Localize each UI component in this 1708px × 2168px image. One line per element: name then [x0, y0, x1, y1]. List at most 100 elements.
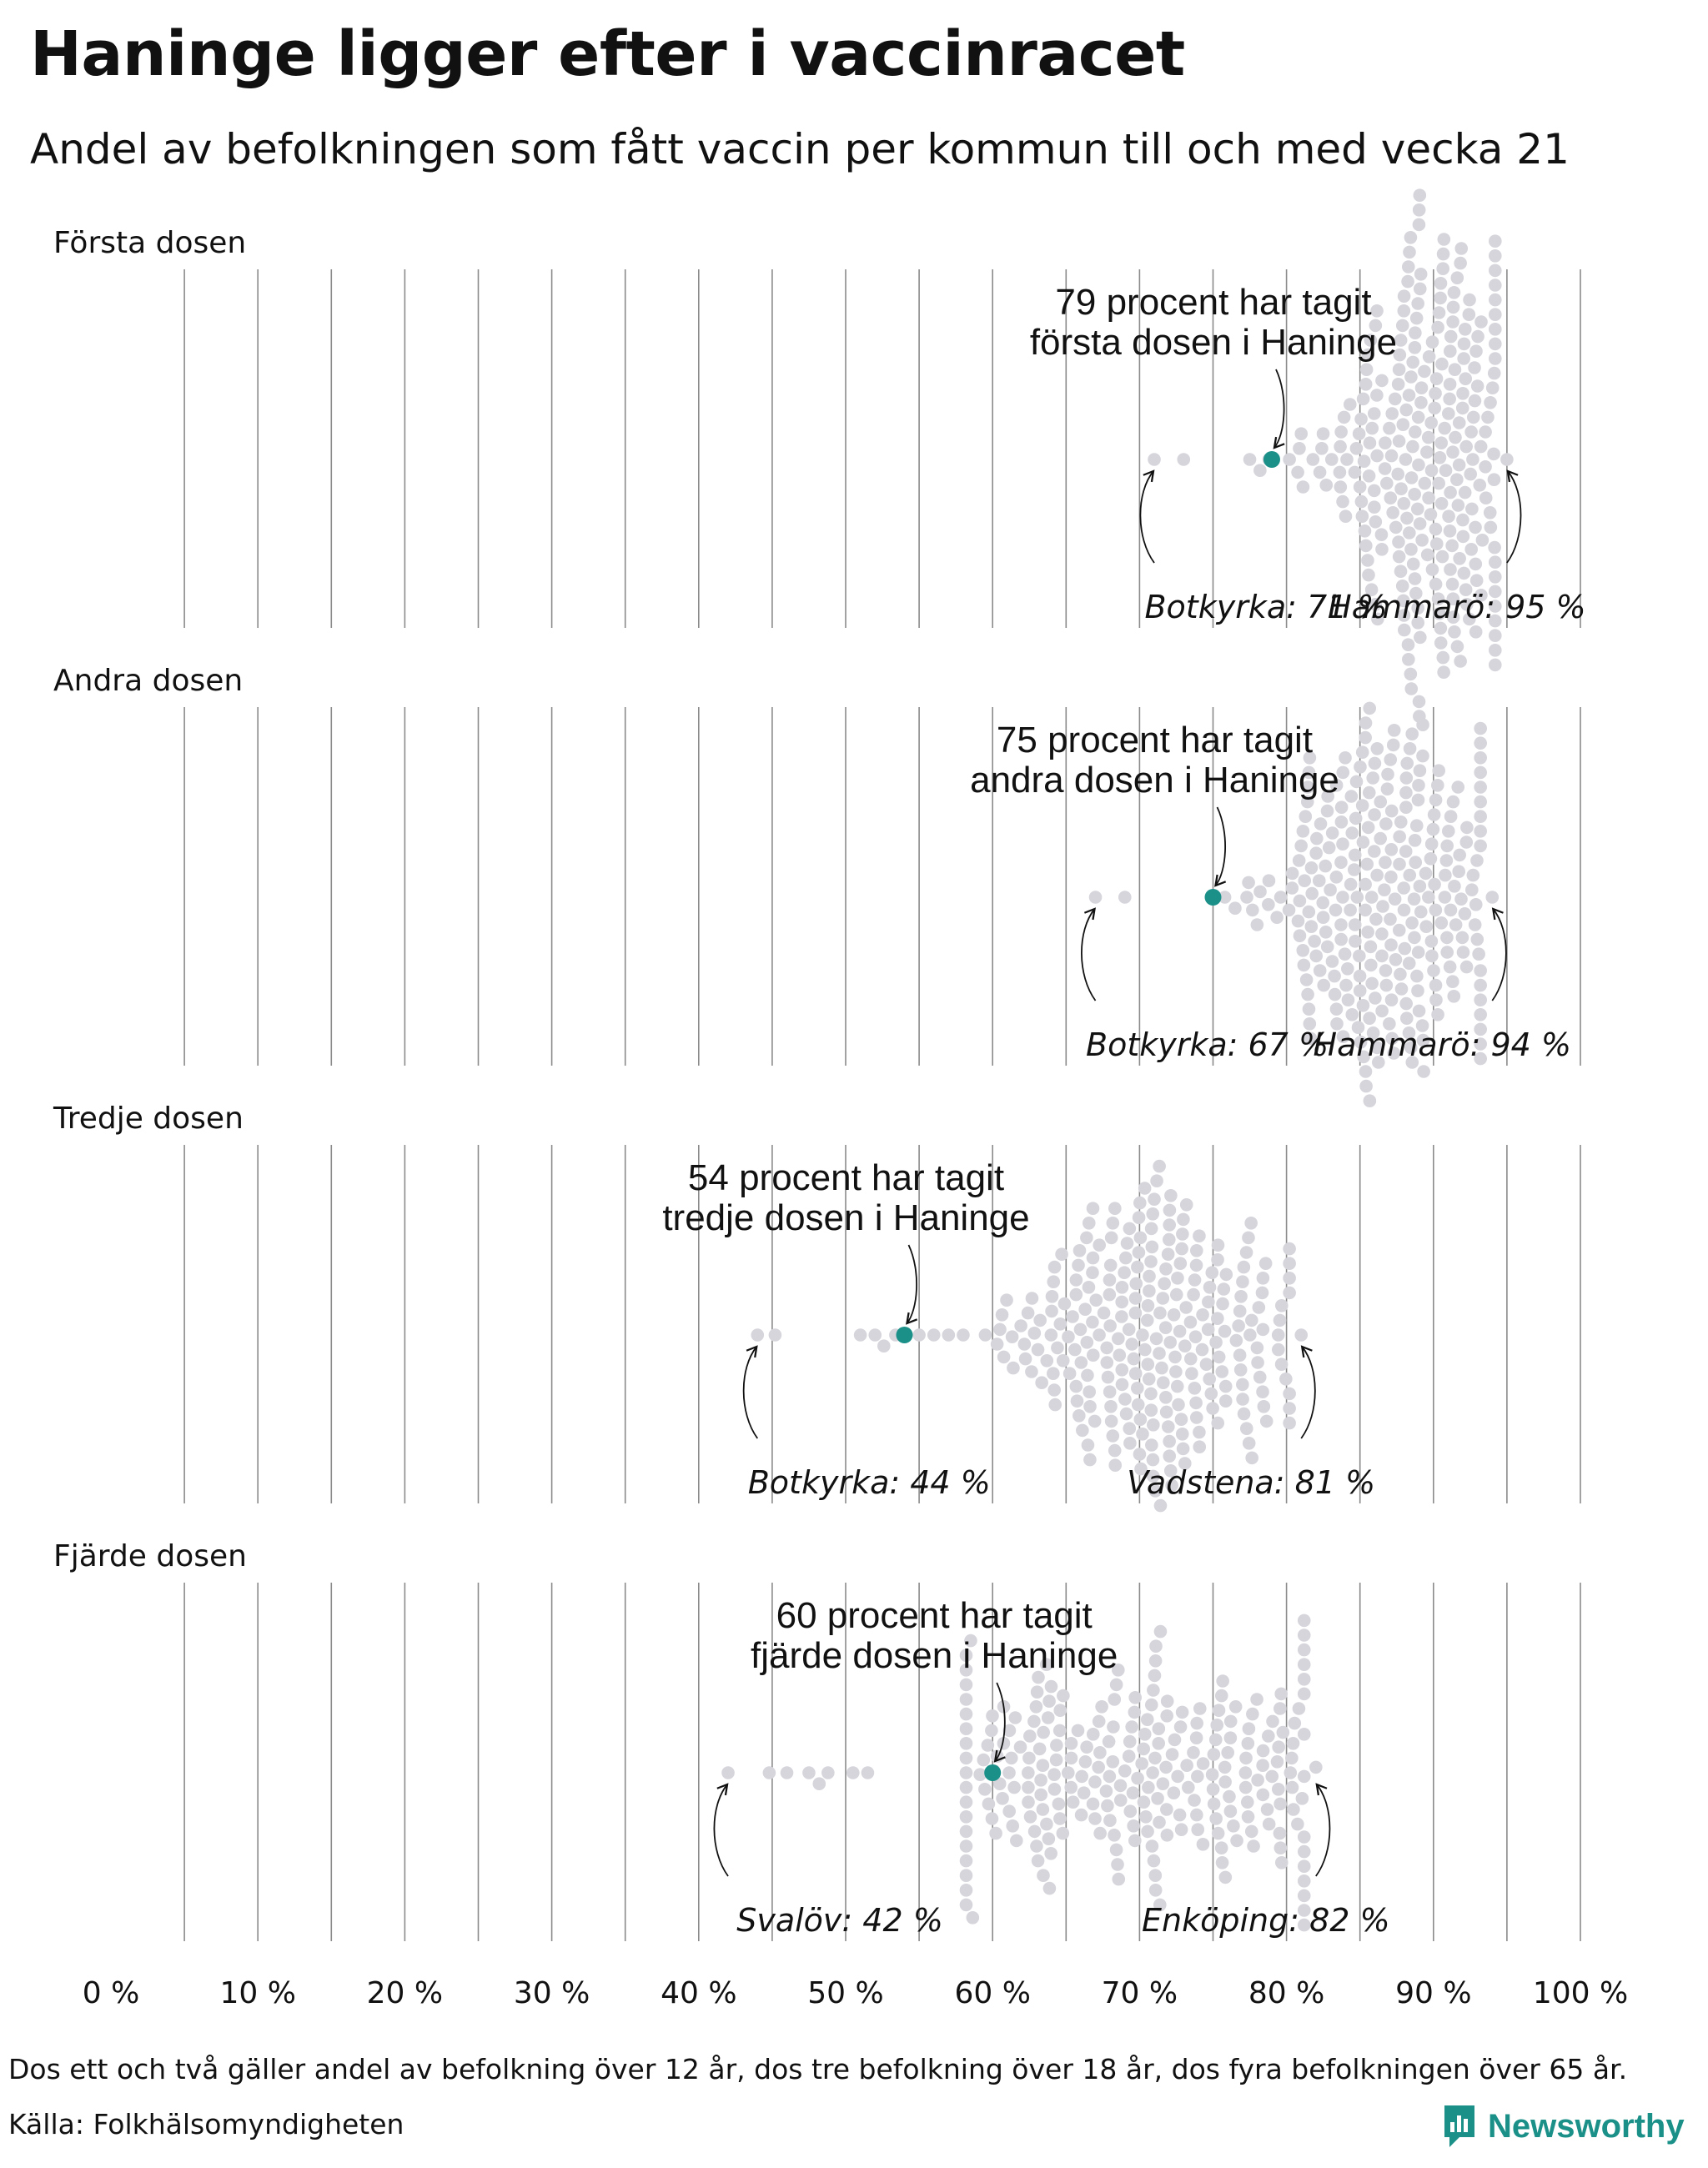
municipality-point	[1159, 1405, 1173, 1419]
municipality-point	[1104, 1231, 1118, 1245]
municipality-point	[1285, 881, 1299, 895]
municipality-point	[1218, 1394, 1233, 1408]
municipality-point	[1325, 955, 1339, 968]
municipality-point	[1359, 730, 1372, 745]
municipality-point	[1256, 1272, 1270, 1285]
municipality-point	[1469, 625, 1483, 639]
municipality-point	[1262, 1729, 1275, 1743]
municipality-point	[1108, 1443, 1122, 1458]
municipality-point	[1364, 891, 1379, 904]
municipality-point	[1396, 418, 1410, 431]
municipality-point	[997, 1350, 1011, 1364]
municipality-point	[1442, 825, 1455, 838]
municipality-point	[1453, 552, 1466, 565]
municipality-point	[1465, 883, 1479, 896]
municipality-point	[1209, 1812, 1223, 1825]
municipality-point	[1218, 1870, 1233, 1884]
x-tick-label: 30 %	[514, 1976, 590, 2010]
municipality-point	[912, 1328, 926, 1342]
municipality-point	[1055, 1247, 1068, 1261]
municipality-point	[1396, 594, 1410, 608]
municipality-point	[1144, 1255, 1158, 1268]
municipality-point	[1100, 1341, 1113, 1355]
municipality-point	[1306, 453, 1320, 466]
municipality-point	[1399, 1011, 1414, 1025]
municipality-point	[1056, 1354, 1070, 1368]
municipality-point	[1109, 1843, 1123, 1857]
municipality-point	[1246, 903, 1259, 917]
municipality-point	[1489, 279, 1502, 292]
municipality-point	[1053, 1317, 1068, 1331]
municipality-point	[1459, 439, 1473, 454]
municipality-point	[1211, 1253, 1224, 1267]
municipality-point	[1297, 1859, 1311, 1873]
municipality-point	[1298, 874, 1312, 887]
municipality-point	[1401, 274, 1414, 289]
municipality-point	[1242, 1437, 1256, 1450]
municipality-point	[1449, 430, 1462, 444]
municipality-point	[1395, 319, 1409, 333]
municipality-point	[1223, 1731, 1238, 1744]
municipality-point	[1425, 563, 1439, 576]
municipality-point	[1044, 1328, 1058, 1342]
municipality-point	[1401, 638, 1415, 651]
municipality-point	[1365, 976, 1379, 991]
municipality-point	[1334, 480, 1348, 494]
max-arrow	[1300, 1345, 1316, 1439]
municipality-point	[868, 1328, 882, 1342]
municipality-point	[1350, 891, 1364, 904]
municipality-point	[1034, 1788, 1047, 1802]
municipality-point	[1334, 425, 1348, 439]
municipality-point	[1310, 831, 1324, 846]
max-label: Hammarö: 95 %	[1328, 589, 1585, 625]
municipality-point	[1395, 580, 1409, 593]
municipality-point	[1069, 1379, 1083, 1393]
municipality-point	[1334, 932, 1348, 946]
municipality-point	[1245, 1451, 1258, 1465]
municipality-point	[1153, 1347, 1166, 1360]
municipality-point	[1444, 810, 1458, 823]
municipality-point	[1014, 1319, 1027, 1332]
municipality-point	[1411, 410, 1425, 424]
municipality-point	[1037, 1869, 1050, 1882]
municipality-point	[1471, 329, 1484, 344]
municipality-point	[1479, 491, 1493, 504]
municipality-point	[1233, 1363, 1248, 1377]
municipality-point	[1407, 892, 1421, 906]
municipality-point	[1341, 993, 1355, 1006]
municipality-point	[1374, 795, 1388, 809]
municipality-point	[1309, 949, 1324, 963]
municipality-point	[1036, 1803, 1050, 1816]
municipality-point	[1459, 836, 1474, 849]
municipality-point	[1316, 896, 1330, 910]
municipality-point	[1273, 1826, 1287, 1840]
municipality-point	[1429, 537, 1444, 550]
municipality-point	[861, 1766, 875, 1779]
municipality-point	[1328, 987, 1342, 1001]
municipality-point	[1402, 389, 1416, 402]
municipality-point	[1218, 1775, 1232, 1789]
municipality-point	[1458, 323, 1472, 336]
municipality-point	[1343, 398, 1357, 411]
municipality-point	[1103, 1287, 1117, 1302]
municipality-point	[1119, 1251, 1133, 1265]
municipality-point	[802, 1766, 816, 1779]
municipality-point	[1443, 392, 1456, 406]
municipality-point	[1123, 1437, 1137, 1450]
municipality-point	[1207, 1748, 1221, 1761]
municipality-point	[1141, 1358, 1155, 1371]
municipality-point	[1369, 598, 1383, 611]
municipality-point	[1057, 1297, 1072, 1311]
municipality-point	[1357, 454, 1371, 468]
municipality-point	[1355, 799, 1369, 812]
municipality-point	[1086, 1348, 1100, 1362]
municipality-point	[1265, 1769, 1279, 1784]
municipality-point	[1250, 918, 1264, 931]
municipality-point	[1216, 1297, 1229, 1311]
municipality-point	[1088, 1812, 1102, 1825]
municipality-point	[1369, 515, 1383, 529]
municipality-point	[1457, 337, 1471, 351]
municipality-point	[1175, 1242, 1188, 1256]
municipality-point	[1458, 907, 1472, 921]
